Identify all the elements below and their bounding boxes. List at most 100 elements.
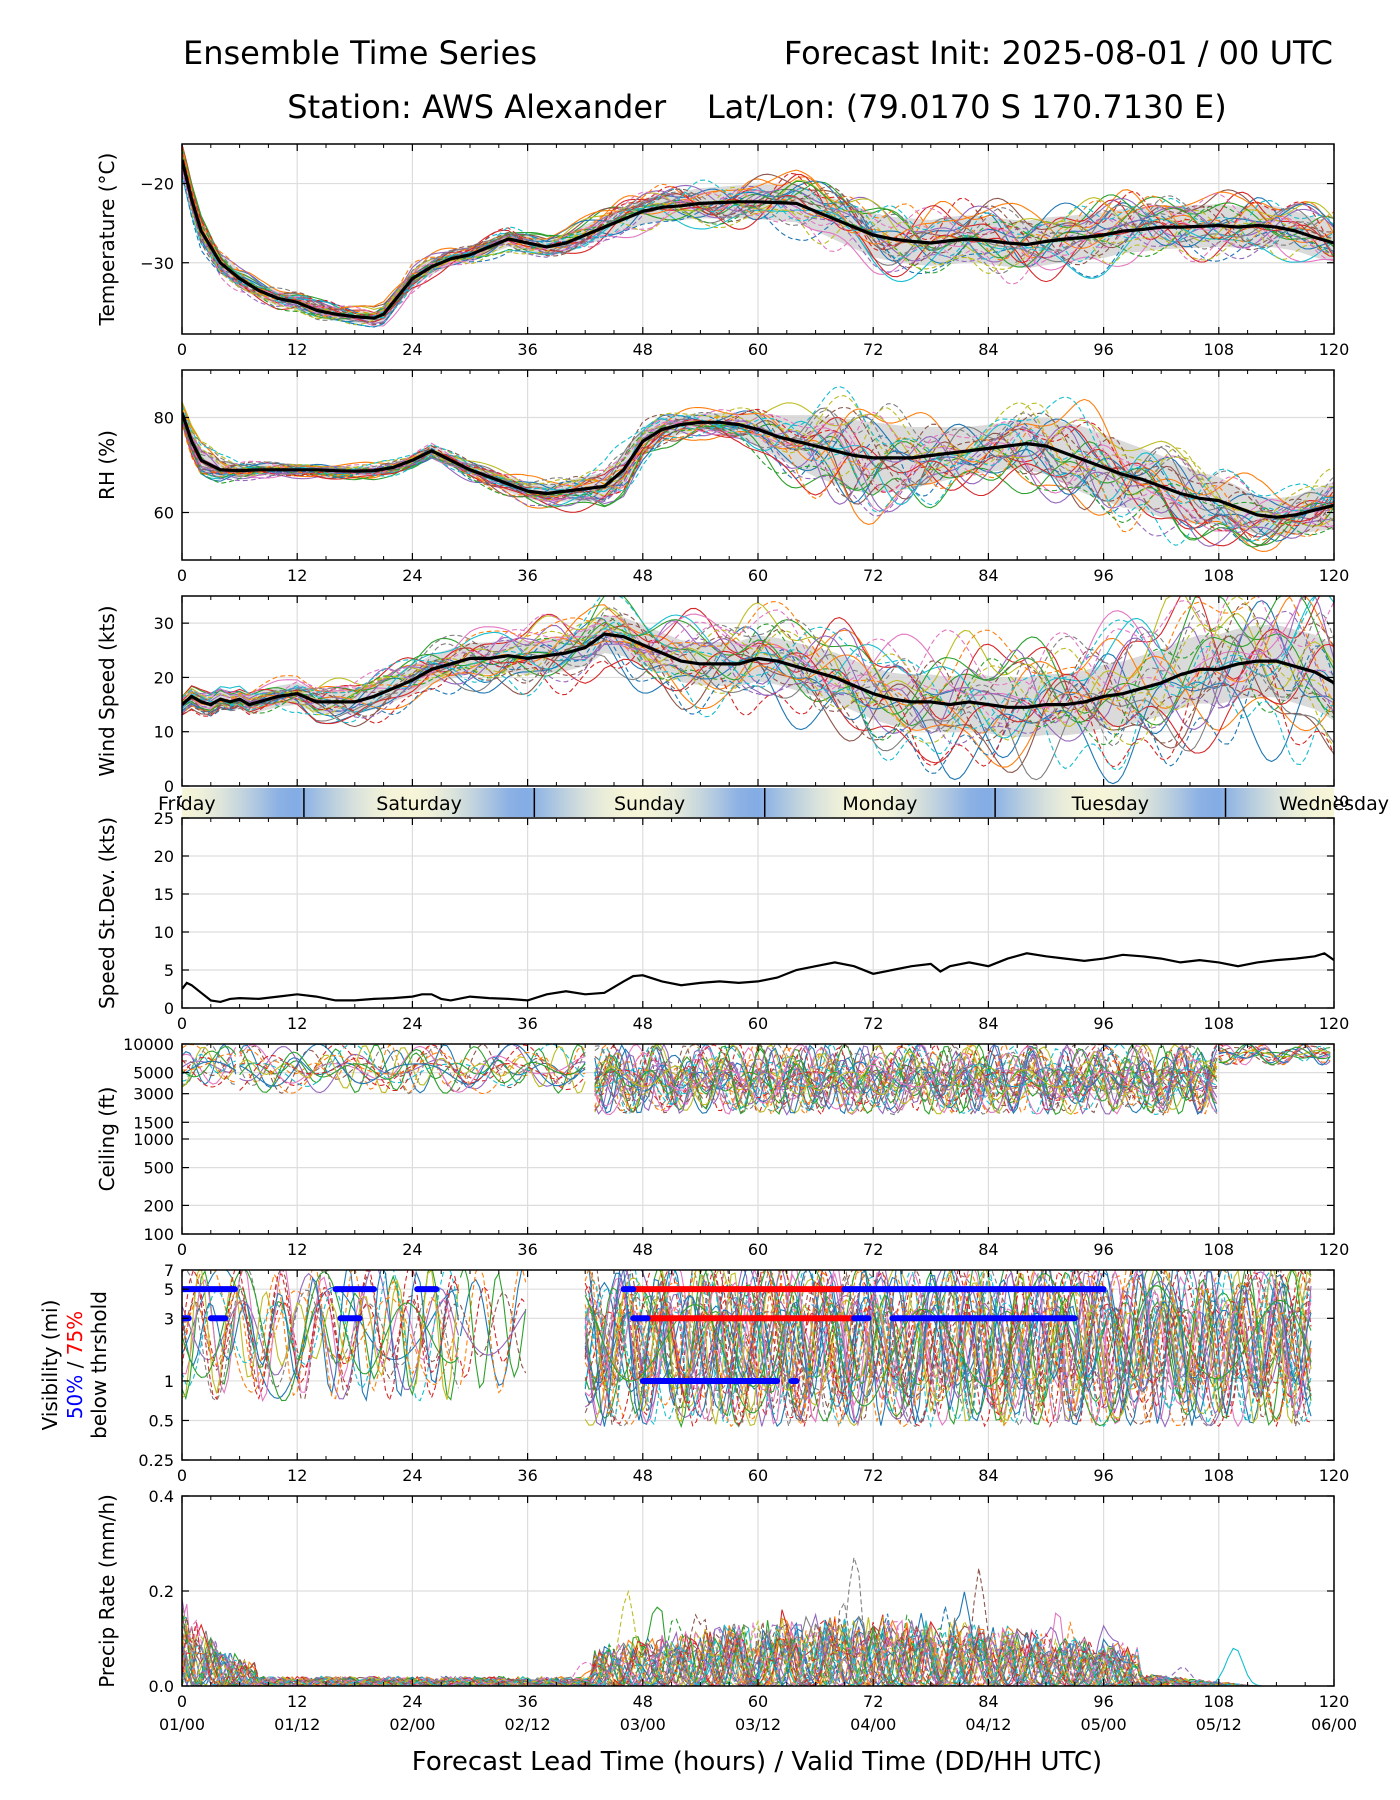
valid-time-tick-label: 05/00 (1081, 1715, 1127, 1734)
ensemble-member-line (182, 170, 1334, 319)
ensemble-member-line (182, 1270, 460, 1402)
ensemble-member-line (459, 1285, 527, 1379)
y-tick-label: 5000 (133, 1064, 174, 1083)
day-label: Friday (158, 793, 216, 815)
y-axis-label-thresholds: 50% / 75% (63, 1311, 87, 1419)
x-tick-label: 48 (633, 1466, 653, 1485)
y-tick-label: 20 (154, 668, 174, 687)
x-tick-label: 96 (1093, 1692, 1113, 1711)
label-separator: / (63, 1355, 87, 1374)
ensemble-member-line (182, 414, 1334, 527)
ensemble-member-line (584, 1270, 1312, 1426)
x-tick-label: 84 (978, 1240, 998, 1259)
ensemble-member-line (182, 1270, 459, 1402)
y-axis-label: Ceiling (ft) (95, 1087, 119, 1192)
x-tick-label: 72 (863, 1466, 883, 1485)
y-tick-label: −20 (140, 175, 174, 194)
chart-title-left: Ensemble Time Series (183, 34, 537, 72)
y-tick-label: 25 (154, 809, 174, 828)
ensemble-member-line (182, 419, 1334, 537)
ensemble-member-line (182, 163, 1334, 325)
ensemble-member-line (182, 1601, 1334, 1686)
x-tick-label: 72 (863, 1240, 883, 1259)
ensemble-mean-line (182, 412, 1334, 519)
x-tick-label: 12 (287, 1692, 307, 1711)
x-tick-label: 108 (1204, 1240, 1235, 1259)
plot-area (182, 1044, 1331, 1116)
ensemble-member-line (182, 1046, 237, 1088)
ensemble-member-line (1218, 1044, 1331, 1065)
x-tick-label: 12 (287, 1240, 307, 1259)
ensemble-member-line (182, 596, 1334, 726)
valid-time-tick-label: 02/12 (505, 1715, 551, 1734)
ensemble-member-line (182, 1270, 460, 1400)
y-axis-label: RH (%) (95, 430, 119, 500)
x-tick-label: 84 (978, 340, 998, 359)
y-tick-label: 10 (154, 723, 174, 742)
y-axis-label: Wind Speed (kts) (95, 605, 119, 776)
ensemble-member-line (459, 1310, 527, 1356)
valid-time-tick-label: 06/00 (1311, 1715, 1357, 1734)
ensemble-member-line (182, 159, 1334, 318)
ensemble-member-line (584, 1270, 1312, 1428)
ensemble-member-line (182, 596, 1334, 741)
y-tick-label: 80 (154, 409, 174, 428)
y-tick-label: 3000 (133, 1085, 174, 1104)
x-tick-label: 84 (978, 1692, 998, 1711)
x-tick-label: 24 (402, 340, 422, 359)
ensemble-member-line (1218, 1044, 1331, 1066)
x-tick-label: 12 (287, 566, 307, 585)
ensemble-mean-line (182, 632, 1334, 709)
y-tick-label: 1500 (133, 1113, 174, 1132)
ensemble-member-line (182, 636, 1334, 785)
ensemble-member-line (459, 1291, 527, 1374)
x-tick-label: 84 (978, 1466, 998, 1485)
ensemble-member-line (584, 1270, 1312, 1426)
valid-time-tick-label: 01/12 (274, 1715, 320, 1734)
plot-area (182, 386, 1334, 552)
x-tick-label: 12 (287, 340, 307, 359)
ensemble-member-line (182, 617, 1334, 742)
ensemble-member-line (594, 1044, 1218, 1115)
day-of-week-bar: Friday Saturday Sunday Monday Tuesday Wednesd… (158, 788, 1389, 817)
panel-temperature: 0 12 24 36 48 60 72 84 96 108 120 −20 −30 Temperature… (95, 143, 1350, 359)
x-tick-label: 24 (402, 1240, 422, 1259)
ensemble-member-line (584, 1270, 1312, 1429)
spread-band (182, 615, 1334, 738)
ensemble-member-line (182, 154, 1334, 319)
x-tick-label: 36 (517, 1466, 537, 1485)
y-tick-label: 0.4 (149, 1487, 174, 1506)
ensemble-member-line (182, 1056, 236, 1075)
valid-time-tick-label: 04/00 (850, 1715, 896, 1734)
x-tick-label: 120 (1319, 1692, 1350, 1711)
x-tick-label: 36 (517, 566, 537, 585)
x-tick-label: 60 (748, 1240, 768, 1259)
ensemble-member-line (182, 1270, 460, 1400)
x-tick-label: 120 (1319, 340, 1350, 359)
panel-visibility: 0 12 24 36 48 60 72 84 96 108 120 0.25 0.5 1 3 57 Visibi… (38, 1261, 1349, 1485)
ensemble-member-line (182, 152, 1334, 316)
ensemble-member-line (182, 619, 1334, 748)
y-tick-label: 30 (154, 614, 174, 633)
ensemble-member-line (594, 1044, 1218, 1116)
x-tick-label: 60 (748, 566, 768, 585)
panel-wind-speed: 012243648607284961081200102030Wind Speed… (95, 595, 1349, 811)
y-tick-label: 1000 (133, 1130, 174, 1149)
x-tick-label: 48 (633, 1692, 653, 1711)
day-label: Saturday (376, 793, 462, 815)
y-axis-label: Speed St.Dev. (kts) (95, 817, 119, 1009)
ensemble-member-line (182, 146, 1334, 309)
x-axis-label: Forecast Lead Time (hours) / Valid Time … (412, 1747, 1102, 1777)
ensemble-member-line (182, 596, 1334, 734)
x-tick-label: 108 (1204, 1466, 1235, 1485)
ensemble-member-line (182, 596, 1334, 725)
x-tick-label: 84 (978, 566, 998, 585)
x-tick-label: 120 (1319, 1466, 1350, 1485)
y-axis-label: Temperature (°C) (95, 153, 119, 327)
x-tick-label: 120 (1319, 1014, 1350, 1033)
ensemble-member-line (182, 386, 1334, 509)
x-tick-label: 0 (177, 566, 187, 585)
plot-area (182, 144, 1334, 328)
label-50-percent: 50% (63, 1375, 87, 1419)
